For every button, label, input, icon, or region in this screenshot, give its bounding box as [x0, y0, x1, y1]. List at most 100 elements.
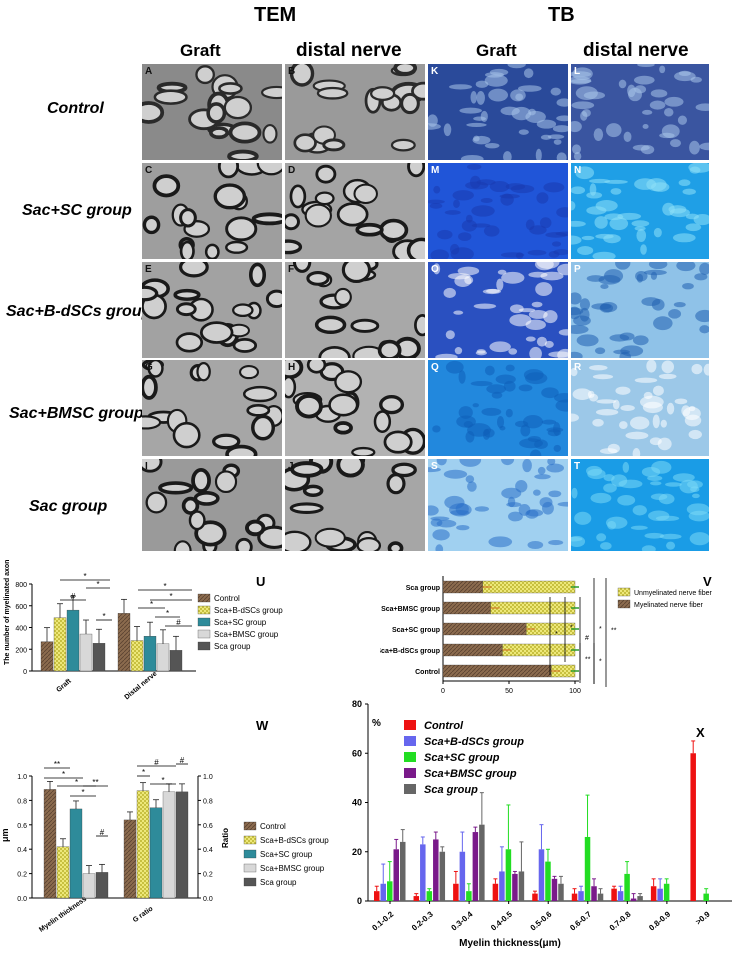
tissue-shape: [651, 182, 670, 192]
tissue-shape: [611, 474, 628, 487]
axon-shape: [244, 519, 266, 537]
axon-shape: [285, 213, 300, 231]
tissue-shape: [619, 421, 628, 429]
axon-shape: [293, 133, 317, 153]
axon-shape: [390, 138, 416, 152]
axon-shape: [295, 393, 323, 419]
x-bar: [558, 883, 564, 901]
panel-letter: A: [145, 66, 153, 77]
tissue-shape: [474, 506, 490, 512]
x-legend-swatch: [404, 720, 416, 730]
tissue-shape: [529, 449, 542, 456]
tissue-shape: [604, 179, 628, 184]
tissue-shape: [496, 415, 505, 429]
x-legend-label: Sca+SC group: [424, 752, 500, 764]
tissue-shape: [652, 414, 660, 429]
tissue-shape: [488, 88, 509, 102]
w-bar: [43, 789, 57, 899]
x-xtick-label: 0.2-0.3: [410, 909, 435, 932]
axon-shape: [232, 338, 258, 353]
u-bar: [156, 643, 170, 672]
tissue-shape: [473, 135, 480, 142]
tissue-shape: [662, 202, 675, 216]
row-label-control: Control: [47, 100, 104, 117]
tissue-shape: [646, 360, 657, 373]
axon-shape: [341, 262, 372, 284]
axon-shape: [153, 89, 188, 105]
tissue-shape: [595, 408, 619, 416]
tissue-shape: [483, 225, 500, 237]
w-legend-swatch: [243, 877, 257, 887]
v-category-label: Sca+BMSC group: [381, 606, 440, 613]
tissue-shape: [642, 124, 649, 129]
w-category-label: G ratio: [132, 905, 154, 924]
tissue-shape: [691, 363, 703, 375]
tissue-shape: [668, 309, 682, 319]
tissue-shape: [571, 235, 582, 245]
axon-shape: [369, 86, 396, 102]
tissue-shape: [536, 336, 548, 347]
w-ytick-label-right: 0.6: [203, 823, 213, 830]
axon-shape: [209, 126, 230, 140]
tissue-shape: [664, 96, 684, 107]
axon-shape: [179, 208, 197, 228]
tissue-shape: [469, 175, 481, 189]
axon-shape: [407, 163, 425, 178]
axon-shape: [142, 374, 158, 400]
tissue-shape: [486, 288, 500, 294]
x-bar: [703, 893, 709, 901]
panel-letter: Q: [431, 362, 439, 373]
tissue-shape: [533, 489, 541, 496]
u-legend-label: Sca group: [214, 642, 251, 651]
x-bar: [637, 896, 643, 901]
axon-shape: [262, 123, 278, 144]
u-sig-mark: #: [71, 592, 76, 601]
tissue-shape: [537, 466, 546, 475]
x-bar: [551, 878, 558, 901]
tissue-shape: [507, 64, 526, 69]
tissue-shape: [571, 324, 589, 334]
w-sig-mark: **: [54, 760, 60, 769]
row-label-sac: Sac group: [29, 498, 108, 515]
axon-shape: [175, 332, 204, 353]
tissue-shape: [556, 98, 568, 107]
axon-shape: [257, 525, 282, 549]
tissue-shape: [669, 208, 690, 218]
tissue-shape: [466, 122, 487, 128]
x-bar: [591, 886, 597, 901]
x-bar: [479, 824, 485, 901]
tissue-shape: [539, 217, 552, 229]
tb-header: TB: [548, 4, 575, 26]
tissue-shape: [552, 125, 568, 133]
x-ytick-label: 20: [352, 847, 362, 857]
panel-letter: P: [574, 264, 581, 275]
tissue-shape: [459, 107, 482, 114]
micrograph-panel: B: [285, 64, 425, 160]
tissue-shape: [505, 183, 526, 191]
tissue-shape: [682, 282, 694, 290]
tissue-shape: [678, 70, 691, 76]
axon-shape: [289, 502, 324, 514]
panel-letter: C: [145, 165, 153, 176]
axon-shape: [214, 470, 238, 494]
tissue-shape: [607, 443, 620, 454]
tissue-shape: [594, 216, 608, 229]
tissue-shape: [503, 380, 516, 392]
axon-shape: [377, 339, 402, 358]
tissue-shape: [456, 415, 476, 428]
axon-shape: [256, 163, 282, 176]
tissue-shape: [508, 348, 518, 355]
u-sig-mark: *: [96, 580, 99, 589]
w-legend-swatch: [243, 821, 257, 831]
axon-shape: [383, 430, 413, 454]
x-bar: [459, 851, 466, 901]
x-bar: [624, 873, 630, 901]
chart-w: 0.0 0.0 0.2 0.2 0.4 0.4 0.6 0.6 0.8 0.8 1.0 1.0 μm Ra…: [0, 718, 329, 934]
x-bar: [545, 861, 551, 901]
tissue-shape: [695, 103, 709, 112]
axon-shape: [334, 370, 363, 394]
tissue-shape: [592, 418, 604, 427]
panel-letter: G: [145, 362, 153, 373]
tissue-shape: [699, 325, 709, 334]
tissue-shape: [453, 310, 464, 315]
